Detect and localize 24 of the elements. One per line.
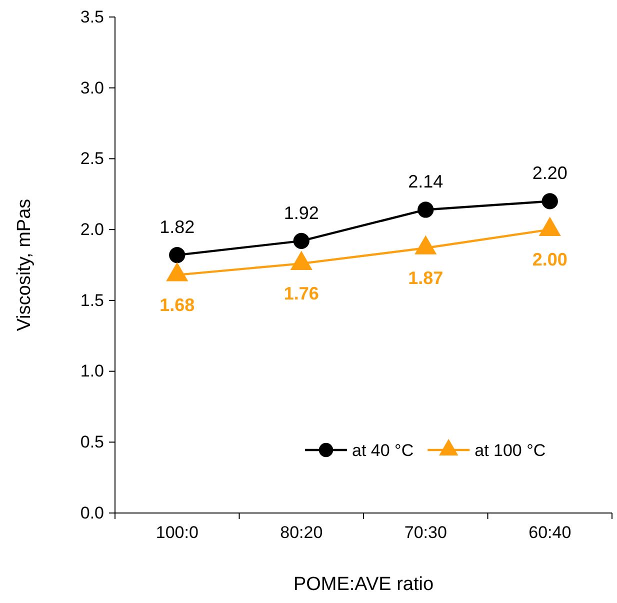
y-tick-label: 0.5 xyxy=(80,432,104,452)
legend-label: at 100 °C xyxy=(474,441,546,460)
data-label: 2.20 xyxy=(532,163,568,184)
x-tick-label: 100:0 xyxy=(156,523,198,542)
y-tick-label: 3.0 xyxy=(80,78,104,98)
data-label: 1.68 xyxy=(160,294,195,315)
y-tick-label: 2.5 xyxy=(80,149,104,168)
y-tick-label: 1.0 xyxy=(80,362,104,381)
y-tick-label: 3.5 xyxy=(80,7,104,26)
y-tick-label: 0.0 xyxy=(80,503,104,522)
y-axis-title: Viscosity, mPas xyxy=(14,198,35,332)
y-tick-label: 2.0 xyxy=(80,220,104,240)
data-label: 1.92 xyxy=(284,202,319,223)
x-tick-label: 60:40 xyxy=(528,523,572,542)
y-tick-label: 1.5 xyxy=(80,290,104,310)
data-label: 1.87 xyxy=(408,268,444,288)
x-axis-title: POME:AVE ratio xyxy=(293,574,434,595)
x-tick-label: 80:20 xyxy=(280,523,323,542)
data-label: 1.76 xyxy=(284,284,319,304)
legend-label: at 40 °C xyxy=(352,441,414,460)
x-tick-label: 70:30 xyxy=(404,523,447,542)
data-label: 1.82 xyxy=(160,217,195,238)
data-label: 2.00 xyxy=(532,250,568,270)
data-label: 2.14 xyxy=(408,172,444,192)
